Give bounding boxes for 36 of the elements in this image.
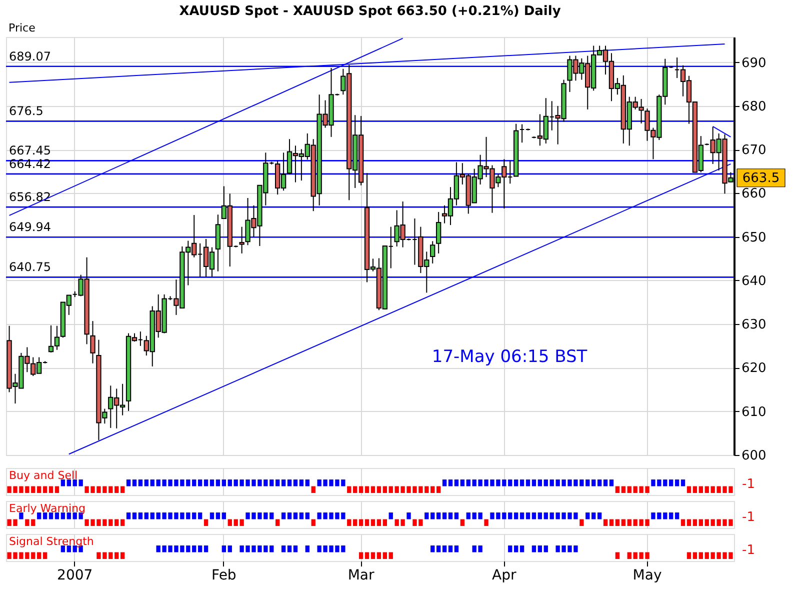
chart-title: XAUUSD Spot - XAUUSD Spot 663.50 (+0.21%) Daily: [179, 4, 562, 19]
y-tick-label: 600: [742, 448, 766, 464]
text: -1: [742, 543, 755, 558]
candlestick: [90, 320, 96, 364]
candlestick: [430, 240, 436, 264]
y-tick-label: 690: [742, 56, 766, 71]
y-tick-label: 680: [742, 99, 766, 114]
candlestick: [239, 226, 244, 254]
y-tick-label: 630: [742, 318, 766, 333]
ref-line-label: 676.5: [9, 104, 44, 118]
y-tick-label: 640: [742, 274, 766, 289]
y-tick-label: 610: [742, 404, 766, 420]
chart-title: Signal Strength: [9, 535, 94, 548]
x-tick-label: May: [632, 568, 662, 584]
y-tick-label: 660: [742, 186, 766, 202]
candlestick: [436, 211, 442, 254]
annotation: 17-May 06:15 BST: [432, 346, 588, 367]
chart-title: Early Warning: [9, 502, 86, 515]
x-tick-label: Feb: [212, 568, 236, 584]
text: -1: [742, 477, 755, 492]
ref-line-label: 640.75: [9, 260, 51, 274]
y-tick-label: 620: [742, 361, 766, 376]
y-tick-label: 650: [742, 230, 766, 246]
y-axis-title: Price: [8, 22, 36, 34]
text: -1: [742, 510, 755, 526]
ref-line-label: 689.07: [9, 49, 51, 64]
x-tick-label: Apr: [492, 568, 516, 584]
ref-line-label: 667.45: [9, 144, 51, 158]
ref-line-label: 664.42: [9, 156, 51, 171]
chart-title: Buy and Sell: [9, 469, 78, 482]
y-tick-label: 670: [742, 143, 766, 158]
text: 663.5: [742, 170, 780, 186]
x-tick-label: Mar: [348, 568, 375, 584]
ref-line-label: 649.94: [9, 220, 51, 234]
x-tick-label: 2007: [57, 568, 93, 584]
ref-line-label: 656.82: [9, 190, 51, 204]
